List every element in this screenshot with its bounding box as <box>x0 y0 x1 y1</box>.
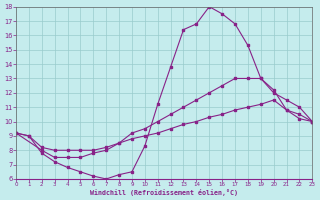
X-axis label: Windchill (Refroidissement éolien,°C): Windchill (Refroidissement éolien,°C) <box>90 189 238 196</box>
